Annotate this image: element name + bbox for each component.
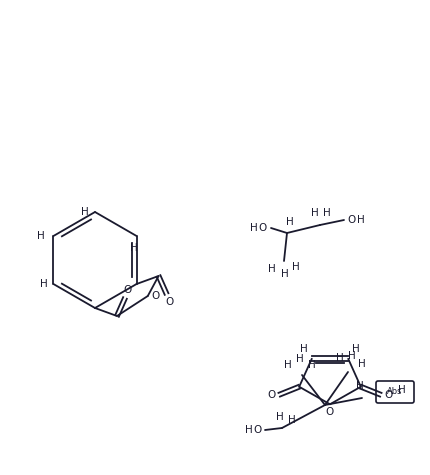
Text: H: H — [81, 207, 89, 217]
Text: H: H — [322, 208, 330, 218]
Text: H: H — [249, 223, 257, 233]
Text: H: H — [40, 279, 47, 289]
Text: H: H — [286, 217, 293, 227]
Text: H: H — [129, 243, 137, 253]
Text: H: H — [351, 344, 359, 354]
Text: H: H — [347, 351, 355, 361]
Text: O: O — [384, 390, 392, 400]
Text: H: H — [276, 412, 283, 422]
Text: O: O — [325, 407, 333, 417]
Text: H: H — [397, 385, 405, 395]
Text: O: O — [253, 425, 261, 435]
Text: H: H — [245, 425, 252, 435]
Text: O: O — [258, 223, 267, 233]
Text: O: O — [123, 285, 132, 295]
Text: H: H — [267, 264, 275, 274]
Text: H: H — [299, 344, 307, 354]
Text: H: H — [292, 262, 299, 272]
Text: H: H — [288, 415, 295, 425]
Text: H: H — [335, 353, 343, 363]
Text: H: H — [310, 208, 318, 218]
Text: O: O — [267, 390, 275, 400]
Text: H: H — [355, 381, 363, 391]
Text: Abs: Abs — [386, 388, 402, 397]
FancyBboxPatch shape — [375, 381, 413, 403]
Text: H: H — [280, 269, 288, 279]
Text: H: H — [283, 360, 291, 370]
Text: O: O — [347, 215, 355, 225]
Text: H: H — [295, 354, 303, 364]
Text: H: H — [307, 360, 315, 370]
Text: O: O — [165, 297, 173, 307]
Text: H: H — [37, 231, 44, 241]
Text: H: H — [357, 359, 365, 369]
Text: H: H — [356, 215, 364, 225]
Text: O: O — [151, 291, 160, 301]
